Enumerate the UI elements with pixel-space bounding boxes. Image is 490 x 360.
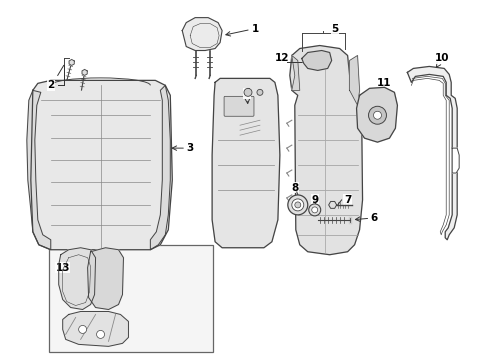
Circle shape [257,89,263,95]
Circle shape [373,111,382,119]
Polygon shape [150,85,171,250]
FancyBboxPatch shape [224,96,254,116]
Circle shape [97,330,104,338]
Polygon shape [292,55,300,90]
Polygon shape [63,311,128,346]
Polygon shape [27,90,51,250]
Polygon shape [182,18,222,50]
Circle shape [368,106,387,124]
Polygon shape [349,55,360,105]
Text: 10: 10 [435,54,449,67]
Polygon shape [212,78,280,248]
Polygon shape [88,248,123,310]
Polygon shape [290,45,363,255]
Circle shape [288,195,308,215]
Text: 12: 12 [274,54,289,63]
Circle shape [244,88,252,96]
Polygon shape [452,148,459,173]
Text: 7: 7 [344,195,351,205]
Circle shape [309,204,321,216]
Circle shape [312,207,318,213]
Text: 3: 3 [172,143,194,153]
Text: 9: 9 [311,195,318,205]
Circle shape [295,202,301,208]
Polygon shape [82,69,87,75]
Text: 11: 11 [377,78,392,88]
Text: 8: 8 [291,183,298,193]
Text: 2: 2 [47,80,54,90]
Circle shape [78,325,87,333]
Text: 13: 13 [55,263,70,273]
Polygon shape [59,248,96,310]
Text: 5: 5 [331,24,338,33]
Circle shape [292,199,304,211]
Polygon shape [31,80,172,250]
Polygon shape [407,67,457,240]
Polygon shape [302,50,332,71]
Text: 4: 4 [244,88,251,103]
Text: 1: 1 [226,24,259,36]
Polygon shape [69,59,74,66]
Polygon shape [329,202,337,208]
Bar [49,245,213,352]
Polygon shape [357,87,397,142]
Text: 6: 6 [355,213,378,223]
